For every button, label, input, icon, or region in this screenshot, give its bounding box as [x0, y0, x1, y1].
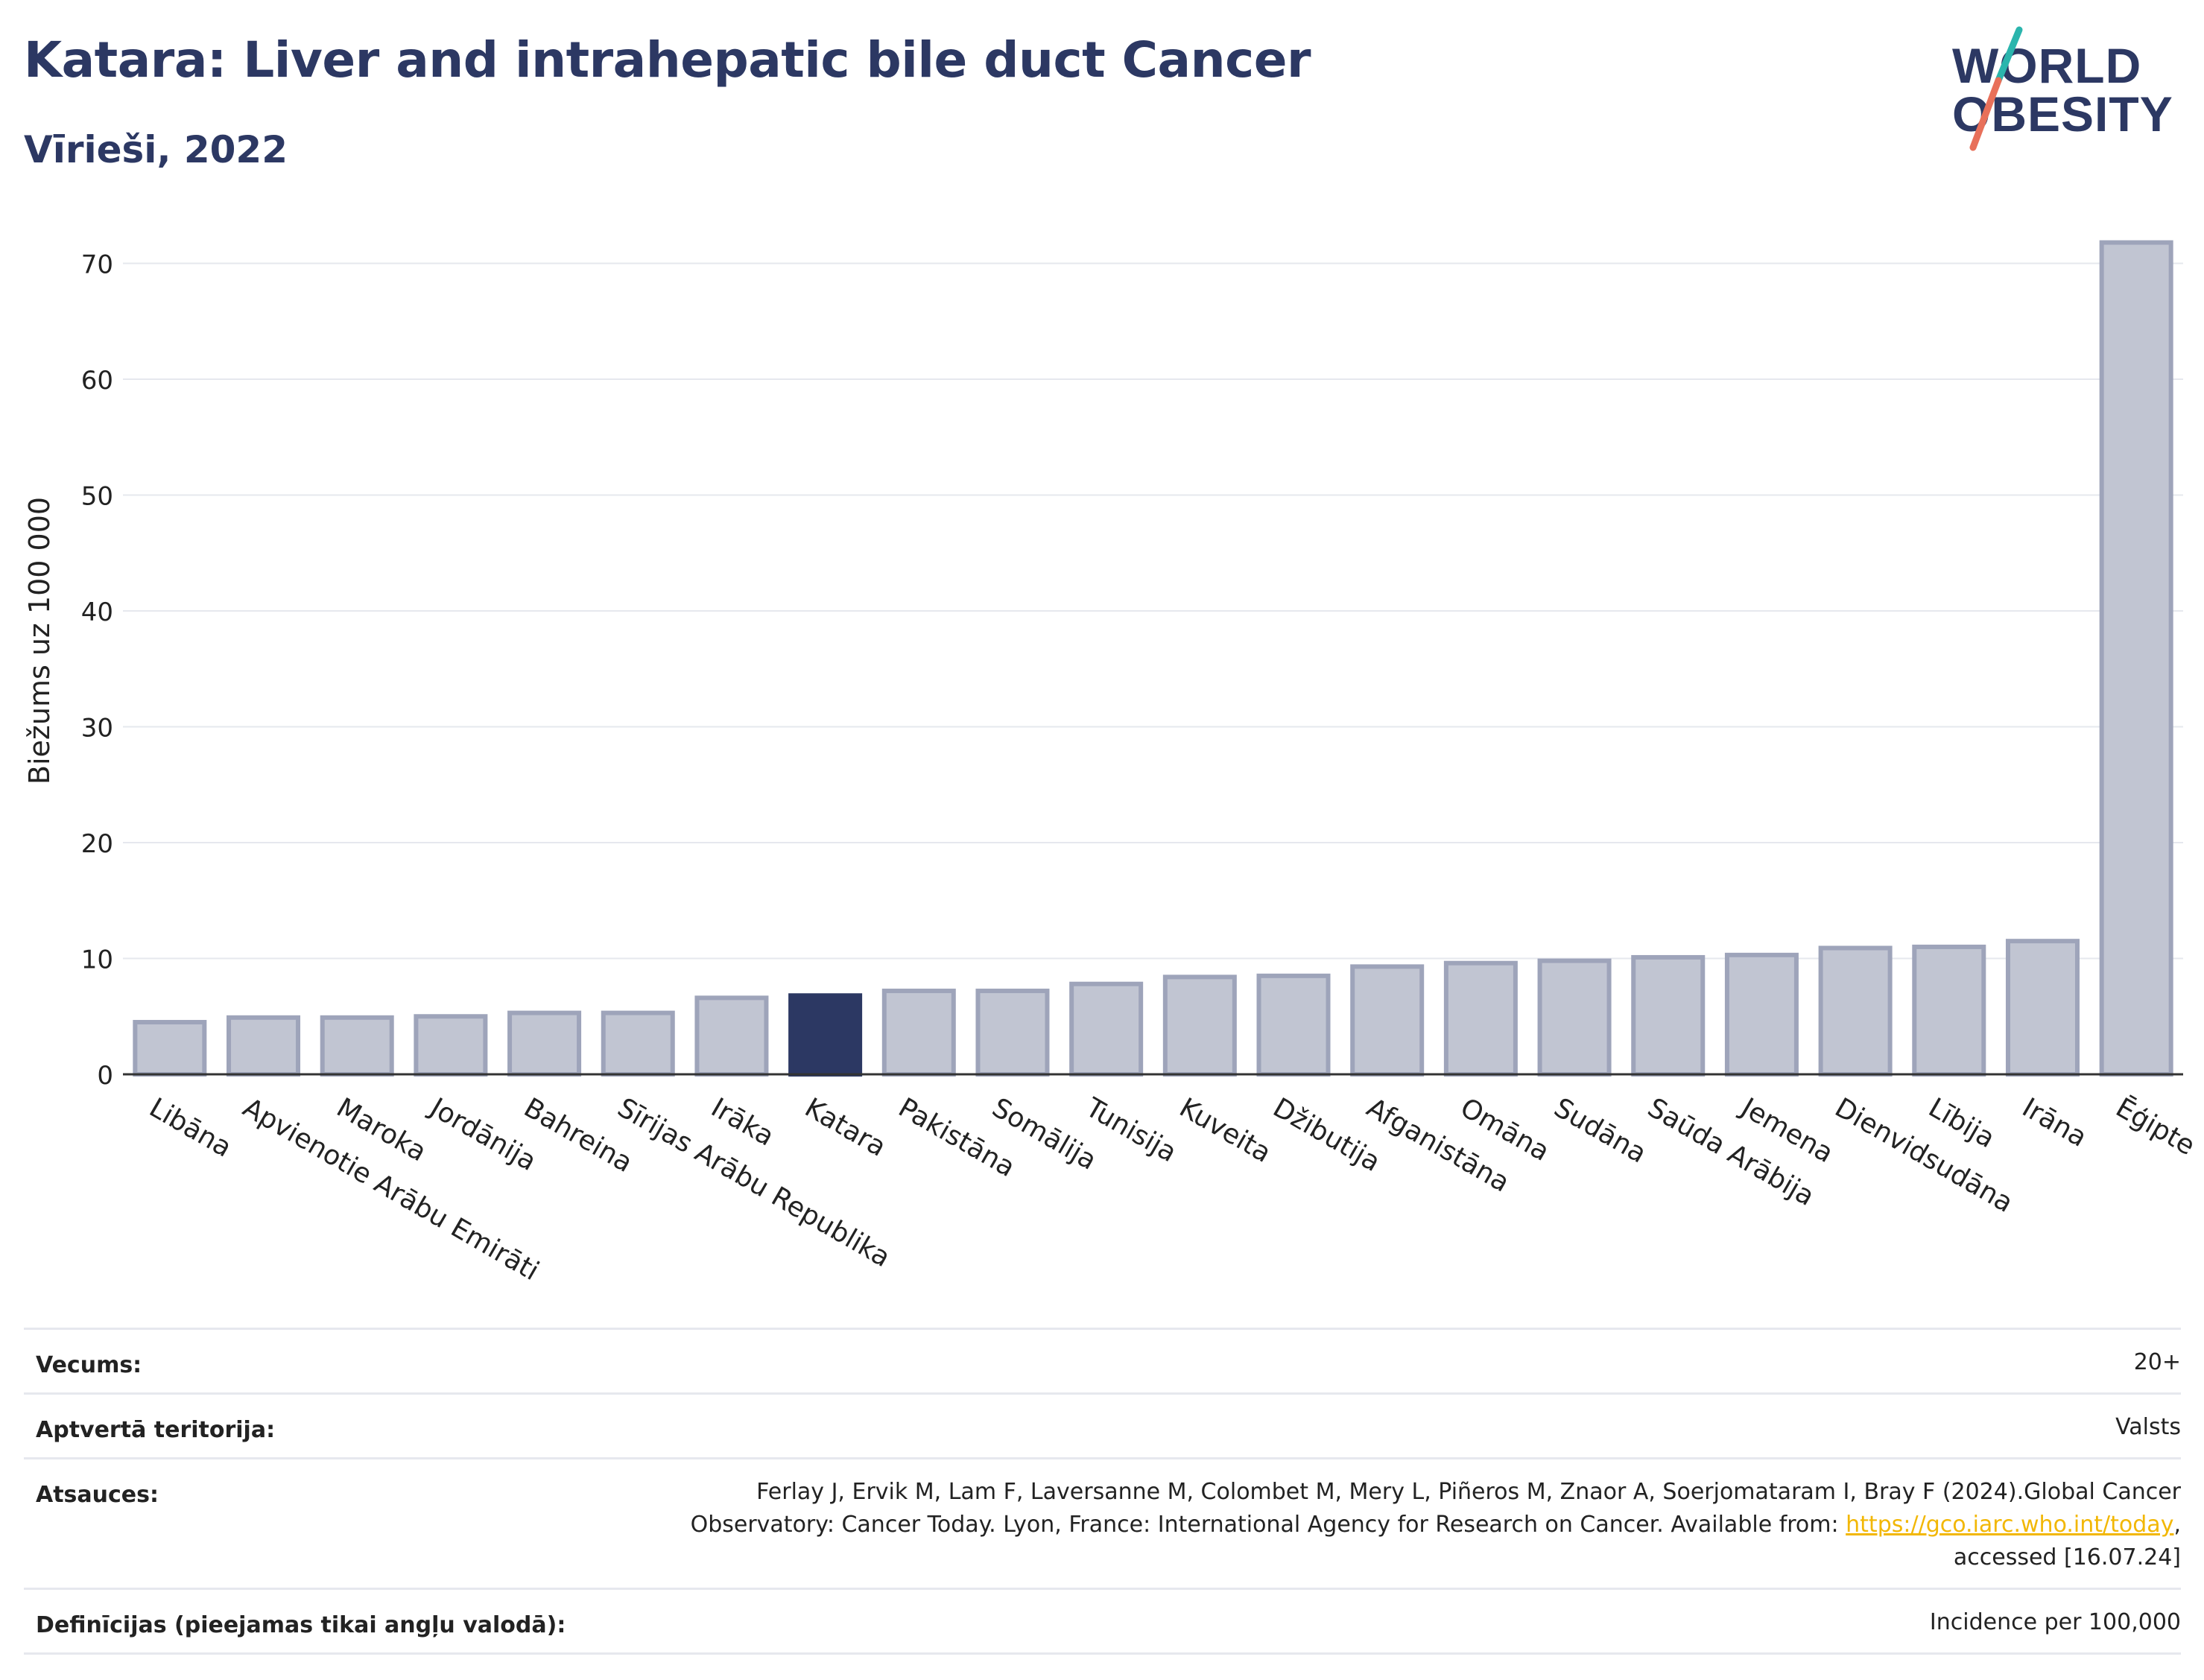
bar-8[interactable]: [881, 989, 956, 1077]
info-row-definitions: Definīcijas (pieejamas tikai angļu valod…: [24, 1588, 2181, 1655]
bar-1[interactable]: [227, 1015, 301, 1077]
x-tick-label: Ēģipte: [2111, 1092, 2200, 1161]
y-axis-ticks: 0 10 20 30 40 50 60 70: [81, 250, 113, 1091]
y-tick-label: 60: [81, 366, 113, 396]
y-axis-label: Biežums uz 100 000: [23, 497, 56, 784]
x-tick-label: Džibutija: [1268, 1092, 1386, 1178]
bar-7[interactable]: [788, 993, 863, 1077]
bar-5[interactable]: [601, 1010, 675, 1077]
bar-18[interactable]: [1818, 945, 1893, 1077]
bar-12[interactable]: [1256, 973, 1331, 1077]
x-tick-label: Saūda Arābija: [1642, 1092, 1819, 1212]
info-label-coverage: Aptvertā teritorija:: [36, 1417, 276, 1443]
info-row-references: Atsauces: Ferlay J, Ervik M, Lam F, Lave…: [24, 1457, 2181, 1588]
x-tick-label: Jordānija: [424, 1091, 542, 1177]
x-tick-label: Katara: [799, 1092, 891, 1163]
x-tick-label: Libāna: [144, 1092, 236, 1163]
x-tick-label: Kuveita: [1174, 1092, 1276, 1169]
info-table: Vecums: 20+ Aptvertā teritorija: Valsts …: [24, 1328, 2181, 1655]
reference-line-1: Ferlay J, Ervik M, Lam F, Laversanne M, …: [756, 1479, 2181, 1505]
bar-4[interactable]: [507, 1010, 582, 1077]
x-tick-label: Dienvidsudāna: [1830, 1092, 2018, 1219]
y-tick-label: 0: [97, 1061, 113, 1091]
info-value-coverage: Valsts: [2115, 1414, 2181, 1440]
bar-0[interactable]: [133, 1020, 207, 1077]
bar-3[interactable]: [414, 1014, 488, 1077]
y-tick-label: 20: [81, 829, 113, 859]
world-obesity-logo: WORLD OBESITY: [1937, 22, 2191, 156]
chart-title: Katara: Liver and intrahepatic bile duct…: [24, 31, 1311, 89]
x-tick-label: Irāna: [2017, 1092, 2091, 1153]
x-tick-label: Sudāna: [1549, 1092, 1652, 1169]
info-label-age: Vecums:: [36, 1352, 142, 1378]
chart-subtitle: Vīrieši, 2022: [24, 128, 288, 171]
info-value-age: 20+: [2133, 1349, 2181, 1375]
logo-line-1: WORLD: [1952, 38, 2142, 93]
bar-14[interactable]: [1443, 960, 1518, 1077]
bar-16[interactable]: [1631, 954, 1706, 1077]
bar-13[interactable]: [1350, 964, 1425, 1077]
y-tick-label: 40: [81, 597, 113, 627]
bar-10[interactable]: [1069, 981, 1144, 1077]
info-row-coverage: Aptvertā teritorija: Valsts: [24, 1392, 2181, 1457]
chart-gridlines: [123, 262, 2183, 960]
bar-17[interactable]: [1724, 952, 1799, 1077]
logo-slash-icon: [1969, 26, 2023, 151]
y-tick-label: 50: [81, 482, 113, 512]
info-value-definitions: Incidence per 100,000: [1929, 1609, 2181, 1635]
reference-line-3: accessed [16.07.24]: [1953, 1544, 2181, 1570]
bar-chart: 0 10 20 30 40 50 60 70 Libāna Apvienotie Arābu E…: [23, 240, 2200, 1287]
bar-21[interactable]: [2099, 240, 2173, 1077]
bar-20[interactable]: [2005, 939, 2080, 1077]
bar-9[interactable]: [975, 989, 1050, 1077]
y-tick-label: 10: [81, 945, 113, 975]
bar-6[interactable]: [694, 995, 769, 1077]
info-label-references: Atsauces:: [36, 1482, 159, 1508]
y-tick-label: 30: [81, 714, 113, 744]
bar-2[interactable]: [320, 1015, 394, 1077]
x-axis-labels: Libāna Apvienotie Arābu EmirātiMarokaJord…: [144, 1091, 2200, 1287]
reference-line-2: Observatory: Cancer Today. Lyon, France:…: [690, 1512, 1846, 1538]
reference-link[interactable]: https://gco.iarc.who.int/today: [1846, 1512, 2174, 1538]
info-value-references: Ferlay J, Ervik M, Lam F, Laversanne M, …: [691, 1459, 2181, 1588]
bar-15[interactable]: [1537, 958, 1612, 1077]
info-label-definitions: Definīcijas (pieejamas tikai angļu valod…: [36, 1612, 566, 1638]
info-row-age: Vecums: 20+: [24, 1328, 2181, 1392]
reference-link-comma: ,: [2173, 1512, 2181, 1538]
bar-19[interactable]: [1912, 944, 1986, 1077]
chart-bars: [133, 240, 2173, 1077]
y-tick-label: 70: [81, 250, 113, 280]
bar-11[interactable]: [1162, 974, 1237, 1077]
